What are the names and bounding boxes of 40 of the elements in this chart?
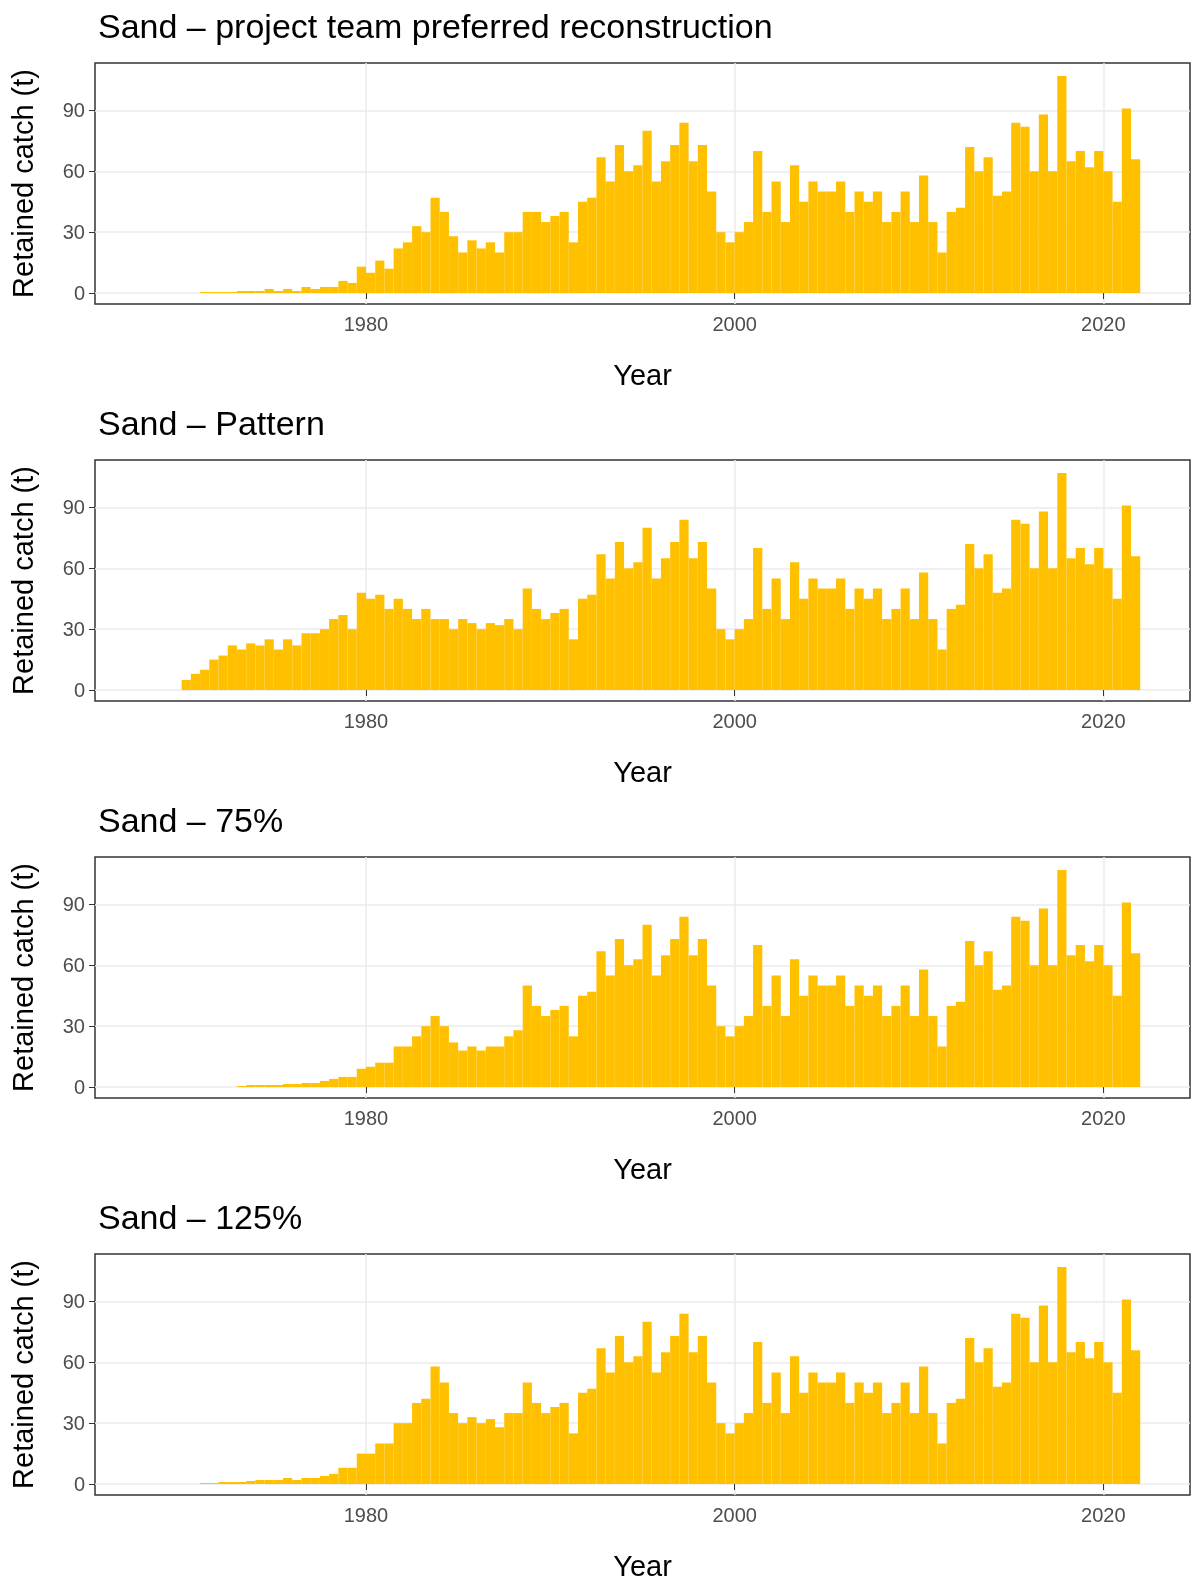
x-tick-label: 2000 bbox=[712, 1504, 757, 1526]
x-tick-label: 2020 bbox=[1081, 313, 1126, 335]
x-tick-label: 2020 bbox=[1081, 710, 1126, 732]
y-axis-title: Retained catch (t) bbox=[6, 1260, 39, 1489]
chart-title: Sand – 75% bbox=[98, 801, 284, 839]
x-tick-label: 1980 bbox=[343, 1504, 389, 1526]
y-tick-label: 90 bbox=[62, 496, 85, 519]
x-tick-label: 2000 bbox=[712, 1107, 757, 1129]
chart-title: Sand – Pattern bbox=[98, 404, 325, 442]
y-tick-label: 30 bbox=[62, 618, 85, 641]
x-axis-title: Year bbox=[613, 1549, 673, 1582]
x-tick-label: 2020 bbox=[1081, 1504, 1126, 1526]
x-axis-title: Year bbox=[613, 1152, 673, 1185]
y-tick-label: 90 bbox=[62, 893, 85, 916]
y-tick-label: 30 bbox=[62, 1412, 85, 1435]
x-tick-label: 2000 bbox=[712, 710, 757, 732]
y-tick-label: 60 bbox=[62, 954, 85, 977]
x-tick-label: 1980 bbox=[343, 1107, 389, 1129]
x-axis-title: Year bbox=[613, 755, 673, 788]
y-tick-label: 0 bbox=[73, 282, 85, 305]
y-tick-label: 90 bbox=[62, 1290, 85, 1313]
y-axis-title: Retained catch (t) bbox=[6, 466, 39, 695]
y-tick-label: 30 bbox=[62, 221, 85, 244]
y-axis-title: Retained catch (t) bbox=[6, 69, 39, 298]
x-tick-label: 1980 bbox=[343, 313, 389, 335]
y-tick-label: 60 bbox=[62, 1351, 85, 1374]
chart-title: Sand – project team preferred reconstruction bbox=[98, 7, 773, 45]
y-tick-label: 60 bbox=[62, 160, 85, 183]
chart-title: Sand – 125% bbox=[98, 1198, 303, 1236]
y-tick-label: 0 bbox=[73, 1076, 85, 1099]
y-tick-label: 0 bbox=[73, 1473, 85, 1496]
y-tick-label: 0 bbox=[73, 679, 85, 702]
x-tick-label: 2000 bbox=[712, 313, 757, 335]
y-axis-title: Retained catch (t) bbox=[6, 863, 39, 1092]
x-tick-label: 2020 bbox=[1081, 1107, 1126, 1129]
x-axis-title: Year bbox=[613, 358, 673, 391]
x-tick-label: 1980 bbox=[343, 710, 389, 732]
y-tick-label: 90 bbox=[62, 99, 85, 122]
y-tick-label: 60 bbox=[62, 557, 85, 580]
y-tick-label: 30 bbox=[62, 1015, 85, 1038]
